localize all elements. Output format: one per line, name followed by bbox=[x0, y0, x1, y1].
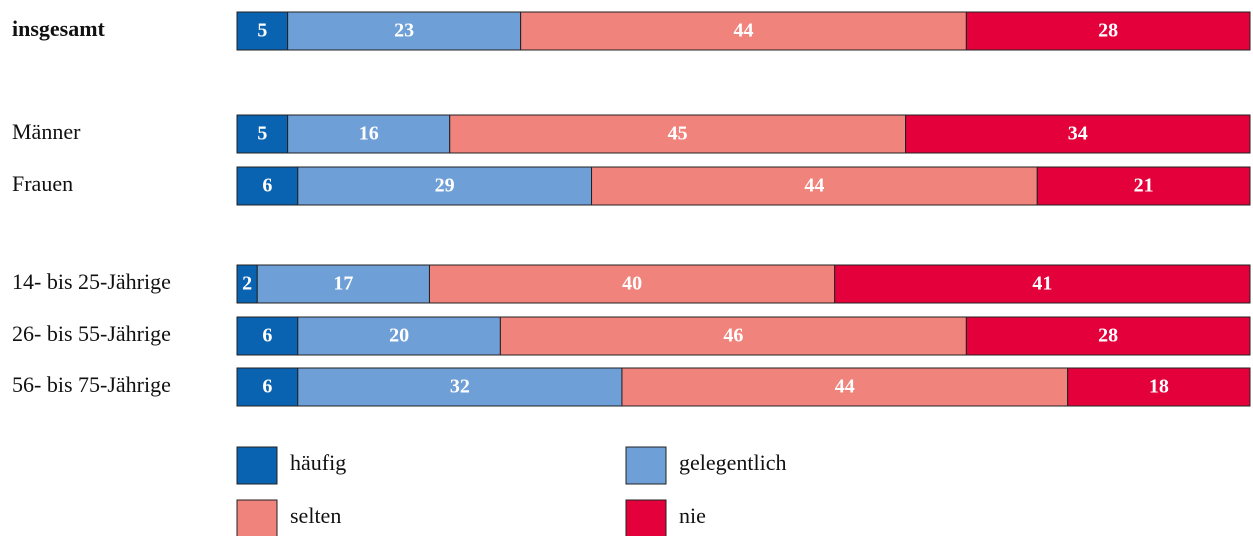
category-label: 14- bis 25-Jährige bbox=[12, 269, 171, 294]
legend-label: selten bbox=[290, 503, 341, 528]
bar-segment bbox=[236, 114, 289, 154]
bar-segment bbox=[965, 11, 1251, 51]
bar-segment bbox=[449, 114, 907, 154]
bar-segment bbox=[1036, 166, 1251, 206]
bar-segment bbox=[287, 11, 522, 51]
value-label: 2 bbox=[242, 273, 252, 295]
bar-segment bbox=[297, 367, 623, 407]
value-label: 21 bbox=[1134, 175, 1154, 197]
value-label: 29 bbox=[435, 175, 455, 197]
legend-label: gelegentlich bbox=[679, 450, 787, 475]
bar-segment bbox=[297, 316, 501, 356]
value-label: 6 bbox=[262, 175, 272, 197]
bar-segment bbox=[499, 316, 967, 356]
legend-swatch bbox=[625, 499, 667, 536]
value-label: 28 bbox=[1098, 20, 1118, 42]
value-label: 45 bbox=[668, 123, 688, 145]
bar-segment bbox=[236, 166, 299, 206]
category-label: Männer bbox=[12, 119, 81, 144]
value-label: 6 bbox=[262, 325, 272, 347]
value-label: 44 bbox=[734, 20, 754, 42]
legend-label: nie bbox=[679, 503, 706, 528]
bar-segment bbox=[236, 11, 289, 51]
value-label: 20 bbox=[389, 325, 409, 347]
value-label: 40 bbox=[622, 273, 642, 295]
bar-segment bbox=[428, 264, 836, 304]
value-label: 44 bbox=[804, 175, 824, 197]
category-label: insgesamt bbox=[12, 16, 106, 41]
category-label: Frauen bbox=[12, 171, 73, 196]
value-label: 18 bbox=[1149, 376, 1169, 398]
value-label: 23 bbox=[394, 20, 414, 42]
bar-segment bbox=[834, 264, 1251, 304]
legend-swatch bbox=[236, 499, 278, 536]
bar-segment bbox=[236, 316, 299, 356]
legend-label: häufig bbox=[290, 450, 346, 475]
value-label: 46 bbox=[723, 325, 743, 347]
bar-segment bbox=[905, 114, 1251, 154]
value-label: 16 bbox=[359, 123, 379, 145]
value-label: 34 bbox=[1068, 123, 1088, 145]
bar-segment bbox=[297, 166, 593, 206]
bar-segment bbox=[256, 264, 430, 304]
value-label: 32 bbox=[450, 376, 470, 398]
value-label: 6 bbox=[262, 376, 272, 398]
bar-segment bbox=[965, 316, 1251, 356]
bar-segment bbox=[520, 11, 967, 51]
value-label: 44 bbox=[835, 376, 855, 398]
legend-swatch bbox=[625, 446, 667, 485]
bar-segment bbox=[1067, 367, 1251, 407]
value-label: 5 bbox=[257, 20, 267, 42]
category-label: 56- bis 75-Jährige bbox=[12, 372, 171, 397]
value-label: 17 bbox=[333, 273, 353, 295]
category-label: 26- bis 55-Jährige bbox=[12, 321, 171, 346]
bar-segment bbox=[621, 367, 1069, 407]
value-label: 28 bbox=[1098, 325, 1118, 347]
bar-segment bbox=[287, 114, 451, 154]
value-label: 41 bbox=[1032, 273, 1052, 295]
legend-swatch bbox=[236, 446, 278, 485]
value-label: 5 bbox=[257, 123, 267, 145]
